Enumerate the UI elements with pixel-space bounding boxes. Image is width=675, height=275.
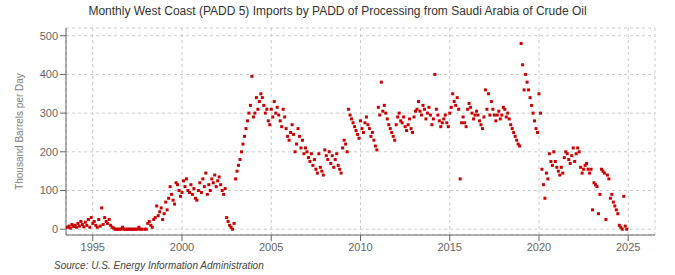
svg-text:500: 500 bbox=[40, 30, 58, 42]
svg-text:2000: 2000 bbox=[170, 241, 194, 253]
svg-text:0: 0 bbox=[52, 223, 58, 235]
svg-text:Thousand Barrels per Day: Thousand Barrels per Day bbox=[14, 73, 25, 190]
html-text:Monthly West Coast (PADD 5) Im: Monthly West Coast (PADD 5) Imports by P… bbox=[88, 4, 587, 18]
svg-text:2015: 2015 bbox=[438, 241, 462, 253]
svg-text:2020: 2020 bbox=[527, 241, 551, 253]
svg-text:1995: 1995 bbox=[81, 241, 105, 253]
html-text:Source: U.S. Energy Informatio: Source: U.S. Energy Information Administ… bbox=[54, 260, 264, 271]
svg-text:100: 100 bbox=[40, 184, 58, 196]
svg-text:2025: 2025 bbox=[616, 241, 640, 253]
svg-text:200: 200 bbox=[40, 146, 58, 158]
svg-text:300: 300 bbox=[40, 107, 58, 119]
svg-text:400: 400 bbox=[40, 68, 58, 80]
svg-text:2010: 2010 bbox=[348, 241, 372, 253]
svg-text:2005: 2005 bbox=[259, 241, 283, 253]
